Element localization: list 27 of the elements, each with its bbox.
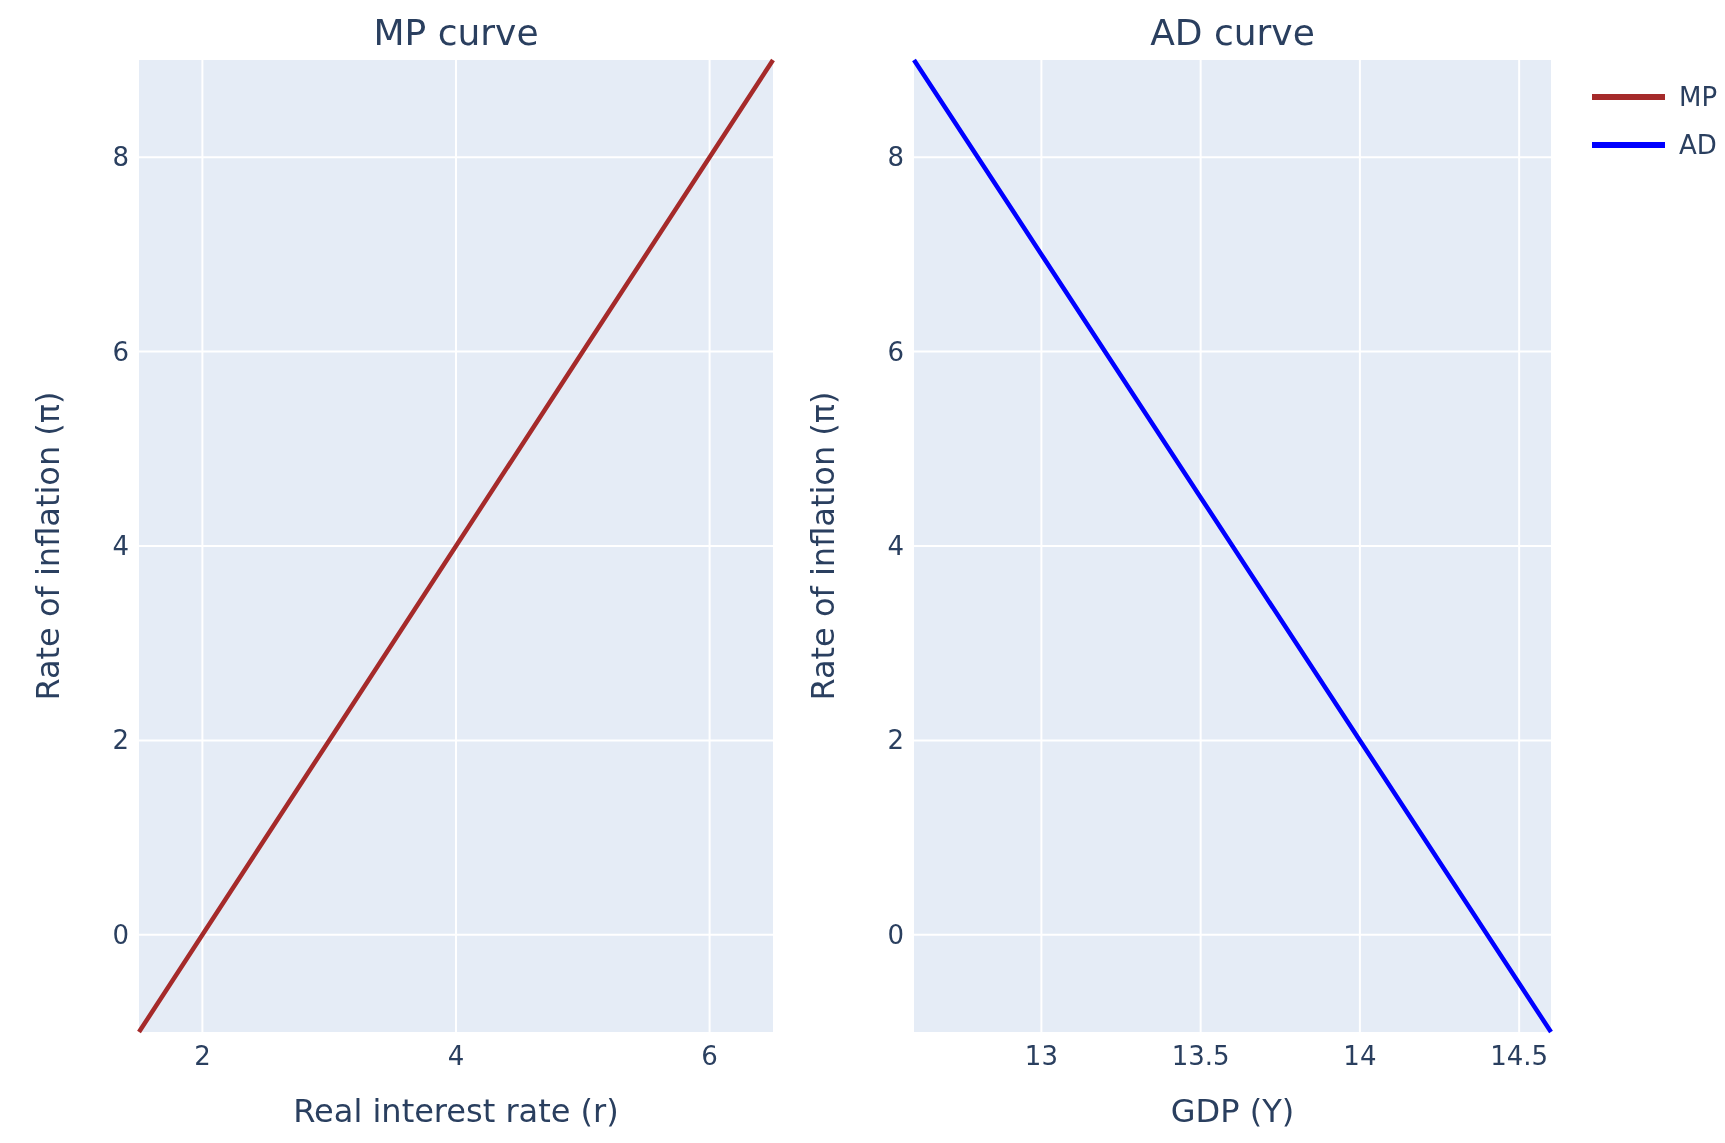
y-tick-label: 2 — [887, 725, 904, 756]
y-tick-label: 4 — [112, 531, 129, 561]
y-tick-label: 8 — [887, 142, 904, 173]
chart-title: AD curve — [1150, 12, 1315, 53]
y-tick-label: 2 — [112, 725, 129, 756]
y-tick-label: 6 — [887, 336, 904, 367]
x-tick-label: 13.5 — [1171, 1041, 1230, 1071]
legend-label: AD — [1679, 130, 1717, 160]
x-tick-label: 14 — [1343, 1041, 1377, 1071]
legend-label: MP — [1679, 82, 1718, 112]
y-tick-label: 8 — [112, 142, 129, 173]
line-series — [136, 57, 776, 1035]
y-tick-label: 4 — [887, 531, 904, 561]
x-axis-title: Real interest rate (r) — [293, 1092, 619, 1130]
y-tick-label: 0 — [112, 919, 129, 950]
line-series — [911, 57, 1554, 1035]
x-tick-label: 2 — [194, 1041, 211, 1071]
x-tick-label: 4 — [447, 1041, 465, 1071]
y-axis-title: Rate of inflation (π) — [804, 391, 842, 701]
x-tick-label: 13 — [1024, 1041, 1058, 1071]
x-axis-title: GDP (Y) — [1170, 1092, 1295, 1130]
y-axis-title: Rate of inflation (π) — [29, 391, 67, 701]
chart-title: MP curve — [373, 12, 539, 53]
x-tick-label: 14.5 — [1490, 1041, 1549, 1071]
y-tick-label: 0 — [887, 919, 904, 950]
x-tick-label: 6 — [701, 1041, 718, 1071]
y-tick-label: 6 — [112, 336, 129, 367]
